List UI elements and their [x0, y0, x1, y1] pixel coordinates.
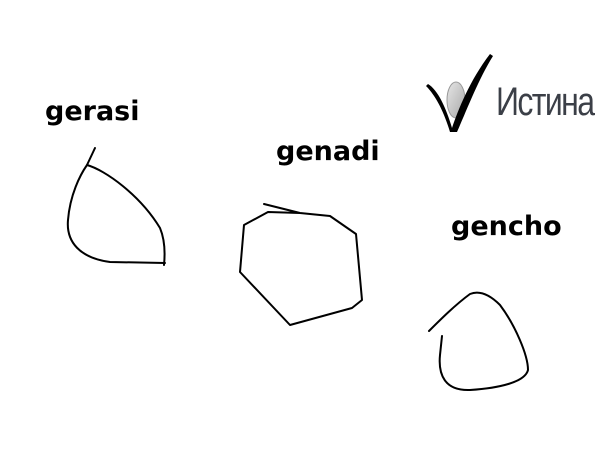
triangle-shape: [428, 291, 529, 392]
shape-label-genadi: genadi: [276, 136, 380, 167]
shape-label-gencho: gencho: [451, 211, 562, 242]
hexagon-shape: [239, 203, 363, 326]
logo-text: Истина: [496, 80, 595, 124]
shape-label-gerasi: gerasi: [45, 96, 140, 127]
leaf-shape: [66, 147, 166, 266]
checkmark-logo-icon: [426, 54, 493, 132]
